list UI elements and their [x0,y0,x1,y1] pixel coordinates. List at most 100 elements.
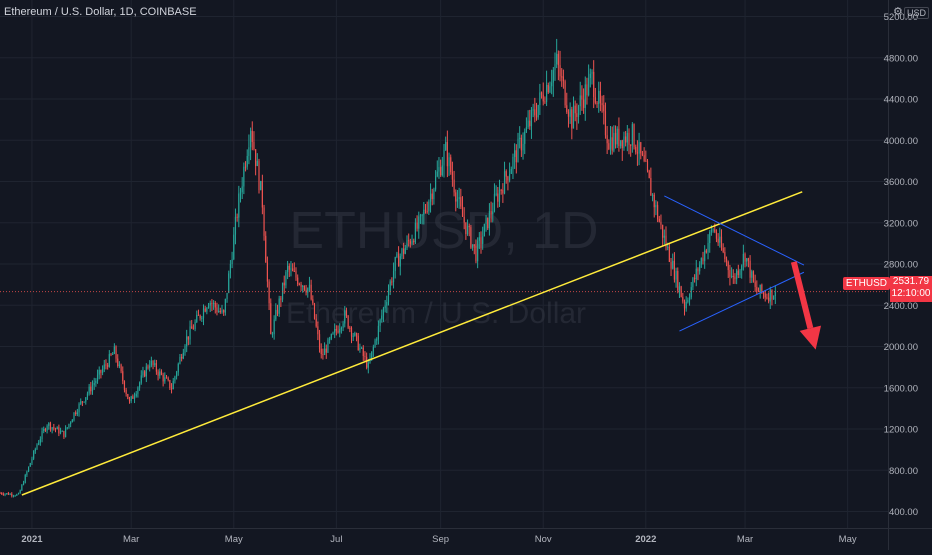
candle [219,310,221,313]
candle [655,205,657,208]
candle [690,287,692,298]
candle [117,358,119,366]
candle [381,315,383,320]
candle [298,284,300,286]
x-tick-label: May [839,534,857,545]
candle [682,296,684,302]
candle [0,492,1,494]
candle [633,124,635,147]
candle [155,363,157,372]
candle [614,132,617,145]
candle [204,308,206,312]
candle [112,353,114,355]
candle [273,319,275,335]
candle [650,178,652,196]
candle [438,167,440,172]
candle [522,143,524,151]
currency-label[interactable]: USD [904,7,930,19]
candle [700,258,702,265]
candle [238,193,240,218]
candle [764,293,766,298]
candle [737,270,739,275]
candle [581,95,583,100]
candle [540,92,543,95]
candle [722,247,724,253]
arrow-shaft[interactable] [790,261,814,329]
candle [14,495,16,497]
candle [115,346,117,359]
y-tick-label: 400.00 [889,507,918,518]
candle [100,369,102,373]
candle [461,206,464,217]
candle [695,268,697,280]
candle [488,211,490,229]
candle [310,284,312,300]
x-tick-label: 2021 [21,534,43,545]
candle [128,398,131,402]
candle [362,347,364,356]
candle [4,493,6,495]
candle [498,189,501,202]
candle [312,299,314,304]
candle [98,369,100,375]
watermark-name: Ethereum / U.S. Dollar [286,297,586,330]
candle [179,356,181,364]
candle [468,225,470,228]
candle [604,111,607,136]
triangle-upper-line[interactable] [664,195,805,266]
candle [611,137,613,151]
candle [517,138,519,163]
candle [685,301,687,309]
triangle-lower-line[interactable] [679,271,805,332]
candle [144,371,146,377]
candle [174,376,176,381]
candle [599,90,601,104]
candle [675,271,677,280]
gear-icon[interactable]: ⚙ [893,6,903,18]
candle [56,427,58,430]
candle [626,132,628,143]
trendline[interactable] [21,191,803,496]
candle [749,260,751,278]
y-tick-label: 5200.00 [884,12,918,23]
candle [41,431,43,440]
candle [28,466,30,472]
candle [276,309,279,314]
candle [377,325,379,340]
candle [226,292,228,300]
candle [584,84,586,108]
candle [724,252,726,259]
candle [717,238,719,243]
candle [313,303,316,319]
candle [665,235,667,247]
candle [392,270,395,282]
candle [431,193,433,200]
y-tick-label: 3200.00 [884,218,918,229]
candle [80,401,82,404]
candle [613,132,615,151]
candle [670,261,672,269]
candle [181,356,183,359]
candle [456,199,459,202]
candle [608,143,610,150]
candle [270,303,272,335]
candle [403,248,405,254]
candle [202,308,205,318]
candle [527,120,529,128]
arrow-head[interactable] [799,325,822,350]
candle [302,285,304,287]
candle [255,149,257,167]
candle [361,347,363,349]
candle [135,393,137,397]
candle [453,179,455,193]
candle [85,397,87,402]
candle [505,171,507,177]
candle [9,493,11,495]
candle [394,257,396,271]
candle [167,378,169,381]
candle [648,170,650,179]
candle [243,166,245,187]
candle [216,307,218,313]
